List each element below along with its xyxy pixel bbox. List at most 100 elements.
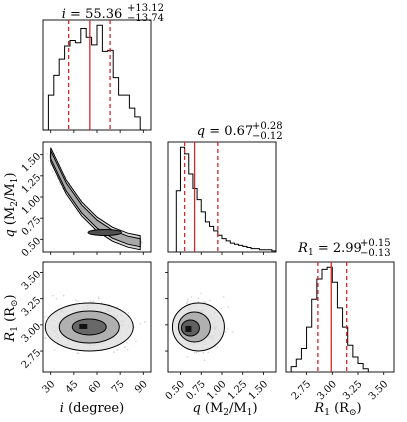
histogram-steps [290, 266, 369, 372]
sample-point [203, 359, 206, 362]
histogram-q [167, 141, 277, 255]
sample-point [140, 242, 142, 244]
sample-point [42, 336, 45, 338]
sample-point [222, 296, 225, 298]
x-tick-label: 75 [110, 379, 127, 396]
density-peak [79, 323, 88, 329]
sample-point [144, 321, 146, 323]
x-tick-label: 3.50 [367, 379, 391, 403]
sample-point [98, 298, 100, 300]
sample-point [186, 301, 189, 303]
y-tick-label: 3.50 [20, 269, 44, 293]
xlabel-i: i (degree) [60, 401, 124, 416]
sample-point [200, 292, 202, 295]
sample-point [77, 352, 80, 354]
sample-point [220, 308, 222, 310]
x-tick-label: 1.00 [205, 379, 229, 403]
contour-i-r1: 2.75 3.003.253.50 30 45 60 75 90 [20, 261, 152, 396]
sample-point [51, 170, 54, 173]
contour-inner [71, 318, 107, 336]
histogram-r1: 2.75 3.00 3.25 3.50 [285, 261, 395, 403]
contour-q-r1: 0.500.751.001.251.50 [164, 261, 277, 403]
y-tick-label: 1.50 [20, 151, 44, 175]
sample-point [126, 342, 128, 344]
sample-point [55, 151, 58, 154]
title-r1-plus: +0.15 [360, 238, 391, 249]
sample-point [202, 351, 204, 354]
sample-point [55, 297, 58, 300]
sample-point [92, 300, 95, 302]
sample-point [195, 351, 198, 354]
sample-point [44, 316, 46, 318]
xlabel-q: q (M2/M1) [192, 401, 257, 418]
sample-point [141, 241, 143, 244]
sample-point [97, 296, 100, 299]
y-tick-label: 3.25 [20, 295, 44, 319]
histogram-steps [175, 146, 277, 252]
title-r1-minus: −0.13 [360, 248, 391, 259]
sample-point [187, 298, 189, 301]
x-tick-label: 0.75 [184, 379, 208, 403]
sample-point [59, 183, 61, 185]
y-tick-label: 2.75 [20, 348, 44, 372]
title-i-minus: −13.74 [127, 13, 164, 24]
title-q-plus: +0.28 [252, 121, 283, 132]
y-tick-label: 1.25 [20, 172, 44, 196]
title-i-plus: +13.12 [127, 3, 164, 14]
sample-point [185, 302, 188, 305]
x-tick-label: 60 [87, 379, 104, 396]
title-q: q = 0.67 [197, 124, 253, 139]
density-peak [185, 325, 192, 332]
sample-point [227, 306, 230, 308]
sample-point [54, 175, 57, 177]
x-tick-label: 3.25 [341, 379, 365, 403]
x-tick-label: 1.50 [247, 379, 271, 403]
sample-point [203, 301, 205, 304]
sample-point [44, 337, 47, 339]
x-tick-label: 90 [133, 379, 150, 396]
sample-point [127, 312, 130, 314]
sample-point [46, 153, 49, 155]
x-tick-label: 45 [64, 379, 81, 396]
histogram-i [42, 19, 152, 133]
sample-point [52, 294, 54, 297]
sample-point [59, 160, 61, 163]
sample-point [207, 351, 209, 354]
sample-point [44, 337, 47, 339]
x-tick-label: 30 [41, 379, 58, 396]
xlabel-r1: R1 (R⊙) [313, 401, 361, 418]
sample-point [197, 297, 199, 300]
sample-point [186, 355, 189, 358]
y-tick-label: 0.50 [20, 236, 44, 260]
sample-point [49, 164, 52, 166]
contour-inner [87, 229, 122, 237]
sample-point [190, 296, 193, 298]
x-tick-label: 3.00 [315, 379, 339, 403]
title-r1: R1 = 2.99 [297, 241, 362, 258]
sample-point [113, 351, 115, 354]
sample-point [76, 352, 79, 355]
sample-point [204, 301, 206, 304]
sample-point [135, 340, 137, 343]
sample-point [47, 315, 49, 318]
sample-point [124, 346, 126, 349]
panel-frame [285, 261, 395, 373]
sample-point [227, 328, 229, 330]
sample-point [139, 322, 142, 325]
y-tick-label: 1.00 [20, 193, 44, 217]
histogram-steps [43, 24, 146, 131]
sample-point [77, 300, 79, 302]
sample-point [62, 294, 65, 297]
sample-point [197, 300, 200, 303]
sample-point [89, 300, 92, 302]
ylabel-q: q (M2/M1) [3, 172, 20, 237]
x-tick-label: 2.75 [290, 379, 314, 403]
contour-middle [50, 150, 141, 248]
sample-point [126, 348, 129, 351]
sample-point [53, 349, 56, 351]
sample-point [232, 331, 234, 333]
sample-point [42, 329, 45, 332]
sample-point [116, 306, 119, 308]
sample-point [209, 299, 211, 302]
